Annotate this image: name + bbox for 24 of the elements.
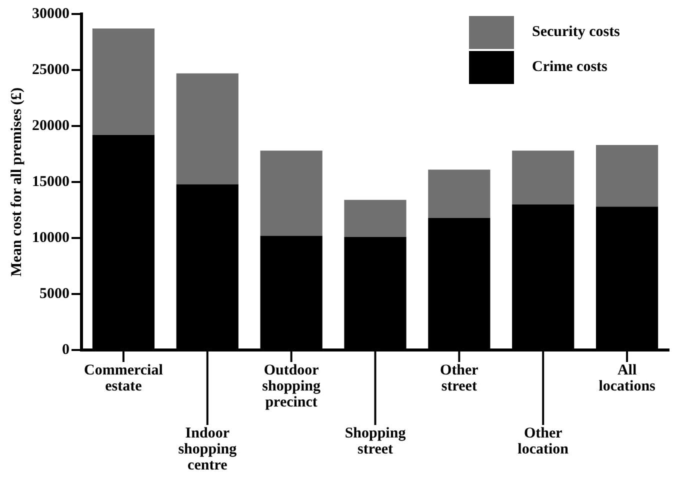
- bar: [260, 150, 322, 236]
- x-tick-label: Indoor shopping centre: [178, 425, 238, 474]
- bar: [92, 28, 155, 135]
- bar: [596, 145, 658, 207]
- bar: [428, 170, 490, 218]
- y-tick-label: 25000: [32, 62, 70, 78]
- x-tick-label: Other street: [440, 362, 479, 394]
- bar: [176, 73, 238, 184]
- x-tick-label: Other location: [518, 425, 570, 458]
- y-tick-label: 20000: [32, 118, 70, 134]
- y-tick-label: 5000: [40, 286, 70, 302]
- y-tick-label: 10000: [32, 230, 70, 246]
- x-tick-label: Commercial estate: [84, 362, 163, 394]
- x-tick-label: Shopping street: [344, 425, 406, 458]
- x-tick-label: All locations: [598, 362, 656, 394]
- bar: [344, 200, 406, 237]
- y-axis-title: Mean cost for all premises (£): [8, 88, 25, 276]
- y-tick-label: 0: [62, 342, 70, 358]
- legend-label: Security costs: [532, 24, 620, 40]
- y-tick-label: 15000: [32, 174, 70, 190]
- y-tick-label: 30000: [32, 6, 70, 22]
- bar: [512, 150, 574, 204]
- x-tick-label: Outdoor shopping precinct: [262, 362, 322, 410]
- legend-label: Crime costs: [532, 58, 608, 75]
